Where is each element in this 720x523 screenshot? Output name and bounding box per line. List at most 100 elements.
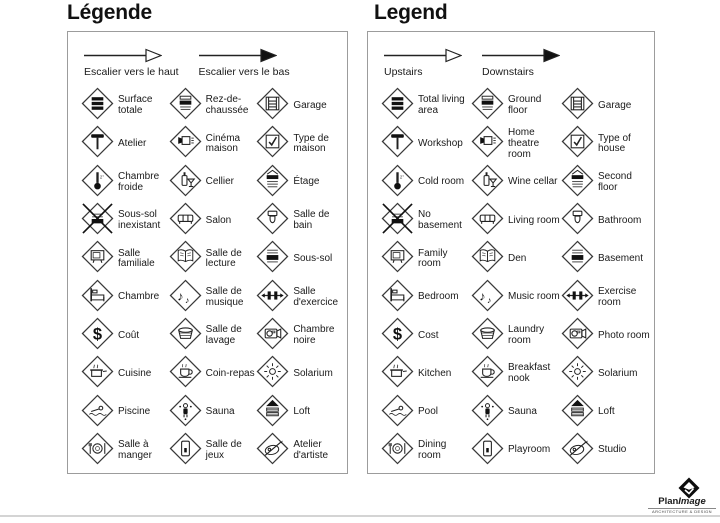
legend-item: Home theatre room [471,125,561,163]
legend-item: Cuisine [81,355,169,393]
legend-item-label: Atelier [118,138,147,150]
dining-plate-icon [81,432,114,470]
legend-item: $ Coût [81,317,169,355]
toy-block-icon [169,432,202,470]
legend-item: Étage [256,164,344,202]
legend-item: Ground floor [471,87,561,125]
legend-item: Sous-sol [256,240,344,278]
dining-plate-icon [381,432,414,470]
floor-stack-icon [381,87,414,125]
legend-item: Pool [381,393,471,431]
legend-item-label: Ground floor [508,94,542,117]
arrow-key-row-fr: Escalier vers le haut Escalier vers le b… [84,48,345,78]
legend-item: 2° Cold room [381,164,471,202]
legend-item-label: Chambre noire [293,324,335,346]
legend-item-label: Pool [418,406,439,418]
toilet-icon [561,202,594,240]
legend-item: Chambre noire [256,317,344,355]
bed-icon [81,279,114,317]
legend-item-label: Salle d'exercice [293,285,339,308]
legend-item: Salon [169,202,257,240]
legend-item: Piscine [81,393,169,431]
legend-item-label: Den [508,252,527,264]
toilet-icon [256,202,289,240]
wine-icon [169,164,202,202]
legend-item: Loft [561,393,651,431]
legend-item-label: Type de maison [293,132,329,155]
artist-palette-icon [561,432,594,470]
legend-item-label: Cinéma maison [205,132,241,155]
hammer-icon [381,125,414,163]
stairs-down-label: Downstairs [482,66,534,78]
legend-title-en: Legend [374,1,448,24]
stairs-up-label: Upstairs [384,66,423,78]
music-notes-icon: ♪ ♪ [169,279,202,317]
swimmer-icon [381,394,414,432]
toy-block-icon [471,432,504,470]
legend-item-label: Loft [598,406,615,418]
legend-item: Breakfast nook [471,355,561,393]
legend-item-label: Salle de musique [205,285,244,308]
legend-item: Basement [561,240,651,278]
legend-item-label: Bathroom [598,214,642,226]
artist-palette-icon [256,432,289,470]
stairs-up-key: Upstairs [384,48,463,78]
floor-ground-icon [169,87,202,125]
tv-icon [81,240,114,278]
music-notes-icon: ♪ ♪ [471,279,504,317]
legend-item-label: Étage [293,176,320,188]
svg-text:2°: 2° [100,174,104,179]
brand-tagline: ARCHITECTURE & DESIGN [648,507,716,514]
legend-item: Den [471,240,561,278]
legend-item-label: Exercise room [598,285,637,308]
sauna-person-icon [169,394,202,432]
legend-item-label: Sauna [508,406,537,418]
stairs-down-arrow-icon [198,48,290,63]
legend-item: Salle d'exercice [256,278,344,316]
legend-item: Bathroom [561,202,651,240]
legend-title-fr: Légende [67,1,152,24]
legend-grid-fr: Surface totale Rez-de-chaussée Garage Ateli… [81,87,344,470]
legend-item: Salle de bain [256,202,344,240]
legend-item-label: Sous-sol [293,252,333,264]
legend-item-label: Home theatre room [508,127,540,160]
garage-door-icon [256,87,289,125]
legend-item: Type de maison [256,125,344,163]
floor-upper-icon [256,164,289,202]
legend-item: Salle à manger [81,432,169,470]
legend-item-label: Sauna [205,406,235,418]
svg-text:♪: ♪ [479,289,485,303]
legend-item-label: Basement [598,252,644,264]
legend-item-label: Type of house [598,132,631,155]
legend-item-label: Coût [118,329,140,341]
laundry-basket-icon [169,317,202,355]
legend-item-label: Surface totale [118,94,153,117]
legend-item: Sauna [169,393,257,431]
coffee-cup-icon [471,355,504,393]
legend-item: Total living area [381,87,471,125]
legend-item: Dining room [381,432,471,470]
legend-item: Second floor [561,164,651,202]
stairs-down-arrow-icon [482,48,561,63]
legend-item: Salle familiale [81,240,169,278]
legend-item: Garage [561,87,651,125]
legend-item-label: Salon [205,214,232,226]
planimage-mark-icon [678,477,700,499]
laundry-basket-icon [471,317,504,355]
legend-item-label: Total living area [418,94,465,117]
legend-panel-fr: Escalier vers le haut Escalier vers le b… [67,31,348,474]
legend-item: Cellier [169,164,257,202]
stairs-up-key: Escalier vers le haut [84,48,179,78]
legend-item: Garage [256,87,344,125]
legend-item: Salle de lavage [169,317,257,355]
stairs-down-label: Escalier vers le bas [198,66,290,78]
legend-item-label: Piscine [118,406,151,418]
legend-item-label: Salle à manger [118,439,152,461]
svg-text:2°: 2° [400,174,404,179]
house-check-icon [256,125,289,163]
legend-item: Wine cellar [471,164,561,202]
legend-item-label: Salle familiale [118,247,155,270]
legend-item: Workshop [381,125,471,163]
legend-item-label: Loft [293,406,311,418]
bed-icon [381,279,414,317]
